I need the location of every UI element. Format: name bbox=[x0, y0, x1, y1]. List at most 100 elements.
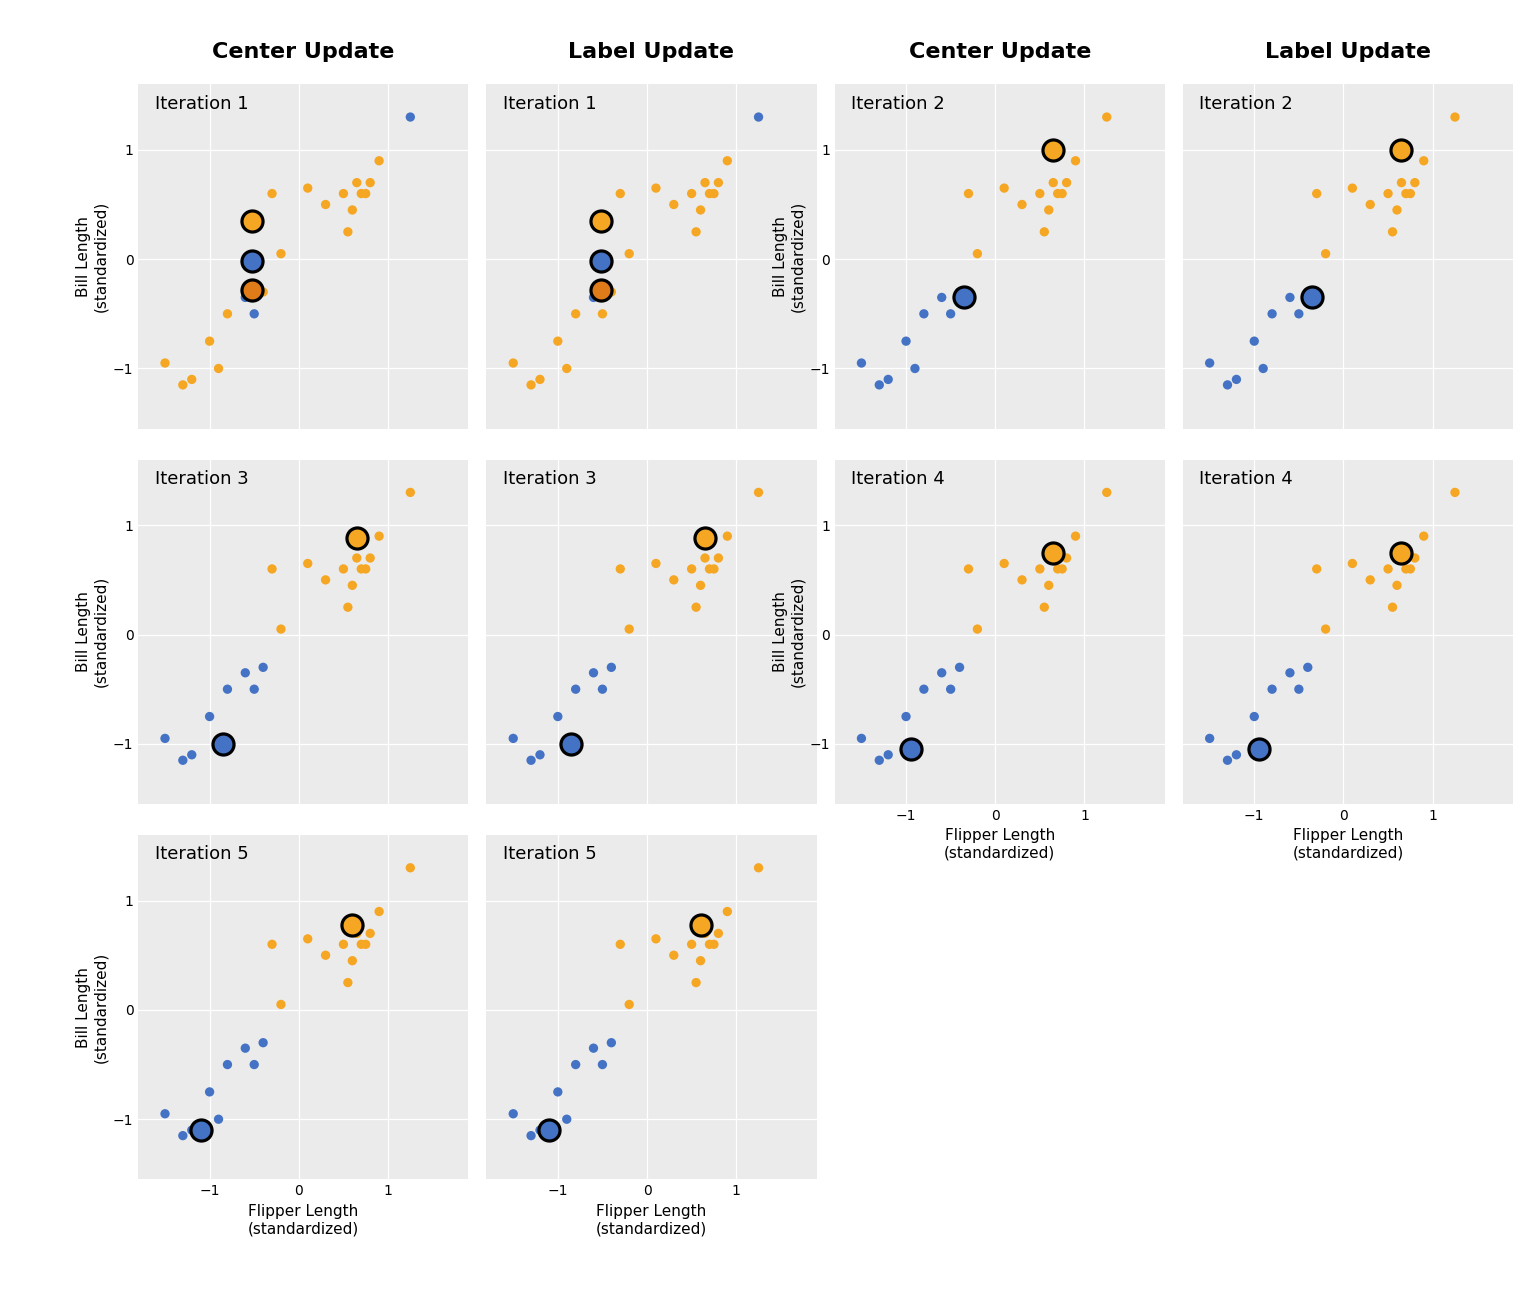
Point bbox=[1376, 559, 1401, 579]
Point bbox=[716, 901, 740, 921]
Point bbox=[501, 353, 525, 373]
Point bbox=[957, 559, 982, 579]
Text: Center Update: Center Update bbox=[908, 43, 1091, 62]
Point bbox=[688, 914, 713, 934]
Point bbox=[339, 200, 364, 220]
Point bbox=[599, 657, 624, 678]
Point bbox=[170, 1125, 195, 1146]
Point bbox=[152, 1103, 177, 1124]
Point bbox=[1041, 140, 1066, 161]
Point bbox=[707, 172, 731, 193]
Point bbox=[1032, 222, 1057, 242]
Point bbox=[693, 923, 717, 943]
X-axis label: Flipper Length
(standardized): Flipper Length (standardized) bbox=[1292, 828, 1404, 861]
Point bbox=[358, 172, 382, 193]
Point bbox=[1389, 140, 1413, 161]
Point bbox=[684, 597, 708, 618]
Point bbox=[170, 750, 195, 771]
Point bbox=[335, 222, 359, 242]
Point bbox=[1198, 728, 1223, 749]
Point bbox=[339, 914, 364, 934]
Point bbox=[1358, 194, 1382, 215]
Point bbox=[992, 553, 1017, 574]
Point bbox=[1260, 303, 1284, 324]
Point bbox=[1243, 330, 1267, 351]
Point bbox=[197, 330, 221, 351]
Point bbox=[1412, 526, 1436, 547]
Point bbox=[313, 945, 338, 966]
Point bbox=[948, 657, 972, 678]
Point bbox=[295, 178, 319, 198]
Point bbox=[215, 679, 240, 700]
Point bbox=[965, 244, 989, 264]
X-axis label: Flipper Length
(standardized): Flipper Length (standardized) bbox=[596, 1204, 707, 1236]
Point bbox=[554, 358, 579, 378]
Text: Label Update: Label Update bbox=[1266, 43, 1432, 62]
Point bbox=[1402, 548, 1427, 569]
Point bbox=[590, 679, 614, 700]
Point bbox=[215, 1054, 240, 1074]
Point bbox=[367, 901, 392, 921]
Text: Iteration 5: Iteration 5 bbox=[502, 845, 596, 863]
Point bbox=[1037, 575, 1061, 596]
Point bbox=[581, 286, 605, 307]
Point bbox=[180, 369, 204, 390]
Point bbox=[644, 178, 668, 198]
Point bbox=[929, 286, 954, 307]
Point bbox=[693, 527, 717, 548]
Point bbox=[501, 728, 525, 749]
Point bbox=[1046, 559, 1071, 579]
Y-axis label: Bill Length
(standardized): Bill Length (standardized) bbox=[773, 201, 805, 312]
Point bbox=[344, 548, 369, 569]
Point bbox=[353, 934, 378, 955]
Point bbox=[180, 744, 204, 765]
Point bbox=[519, 750, 544, 771]
Point bbox=[1381, 222, 1405, 242]
Point bbox=[1037, 200, 1061, 220]
Point bbox=[358, 548, 382, 569]
Point bbox=[849, 728, 874, 749]
Point bbox=[1376, 183, 1401, 203]
Point bbox=[1246, 739, 1270, 759]
Point bbox=[702, 559, 727, 579]
Point bbox=[965, 618, 989, 639]
Point bbox=[1287, 303, 1312, 324]
Point bbox=[903, 734, 928, 754]
Point bbox=[952, 286, 977, 307]
Point bbox=[911, 303, 935, 324]
Point bbox=[938, 303, 963, 324]
Point bbox=[545, 706, 570, 727]
Point bbox=[1250, 734, 1275, 754]
Point bbox=[1381, 597, 1405, 618]
X-axis label: Flipper Length
(standardized): Flipper Length (standardized) bbox=[945, 828, 1055, 861]
Point bbox=[957, 183, 982, 203]
Point bbox=[344, 172, 369, 193]
Point bbox=[746, 482, 771, 503]
Point bbox=[617, 618, 642, 639]
Point bbox=[948, 281, 972, 302]
Point bbox=[693, 548, 717, 569]
X-axis label: Flipper Length
(standardized): Flipper Length (standardized) bbox=[247, 1204, 359, 1236]
Text: Center Update: Center Update bbox=[212, 43, 395, 62]
Point bbox=[519, 1125, 544, 1146]
Point bbox=[1243, 706, 1267, 727]
Point bbox=[588, 280, 613, 301]
Point bbox=[349, 559, 373, 579]
Point bbox=[1260, 679, 1284, 700]
Text: Iteration 1: Iteration 1 bbox=[155, 95, 249, 113]
Point bbox=[588, 251, 613, 272]
Point bbox=[1215, 375, 1240, 395]
Point bbox=[707, 548, 731, 569]
Point bbox=[644, 928, 668, 949]
Point bbox=[1250, 358, 1275, 378]
Point bbox=[1304, 559, 1329, 579]
Point bbox=[1389, 548, 1413, 569]
Point bbox=[876, 369, 900, 390]
Point bbox=[313, 194, 338, 215]
Point bbox=[1384, 200, 1409, 220]
Point bbox=[876, 744, 900, 765]
Point bbox=[260, 183, 284, 203]
Point bbox=[339, 575, 364, 596]
Point bbox=[684, 222, 708, 242]
Point bbox=[1224, 744, 1249, 765]
